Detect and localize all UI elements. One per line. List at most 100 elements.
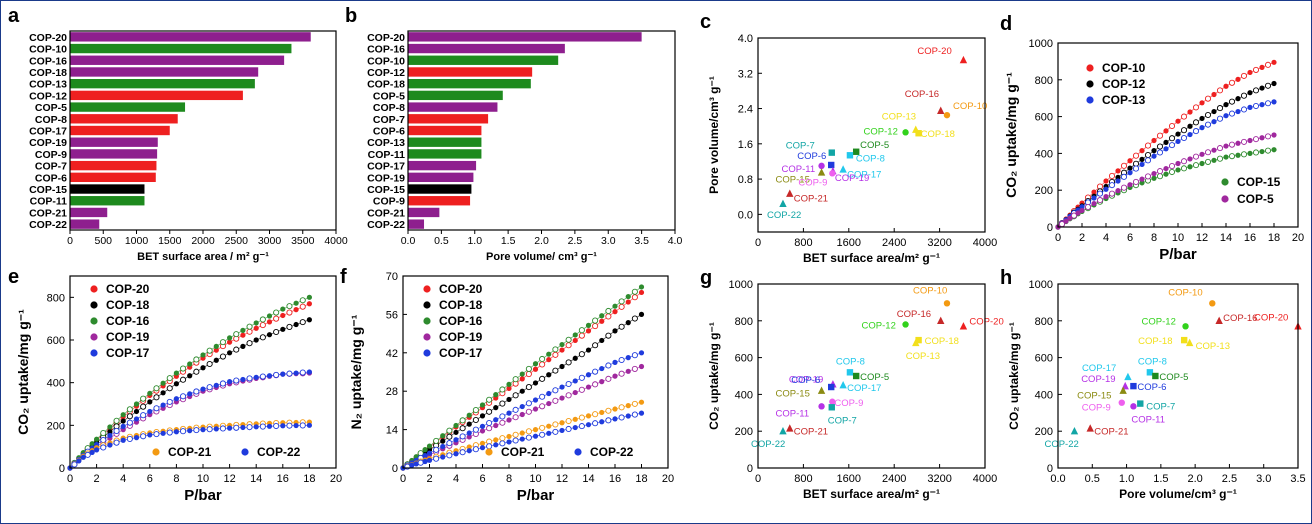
marker-COP-17 [253, 374, 259, 380]
marker-COP-5 [1144, 173, 1152, 180]
marker-COP-16 [512, 376, 519, 383]
marker-COP-16 [227, 335, 233, 341]
marker-COP-15 [1223, 154, 1229, 160]
marker-COP-10 [1247, 69, 1253, 76]
marker-COP-19 [565, 392, 572, 399]
marker-COP-10 [1235, 76, 1241, 82]
marker-COP-22 [179, 428, 187, 435]
category-label: COP-16 [29, 55, 67, 67]
x-tick-label: 1600 [837, 473, 861, 485]
marker-COP-17 [179, 393, 187, 400]
marker-COP-22 [539, 431, 546, 438]
marker-COP-20 [213, 347, 219, 353]
point-label-COP-19: COP-19 [1081, 374, 1115, 385]
marker-COP-16 [160, 380, 166, 386]
marker-COP-16 [499, 386, 506, 393]
marker-COP-21 [592, 411, 599, 418]
point-COP-22 [779, 427, 787, 435]
marker-COP-17 [525, 400, 532, 407]
marker-COP-16 [173, 370, 179, 376]
category-label: COP-11 [368, 149, 406, 161]
marker-COP-18 [631, 315, 638, 322]
point-label-COP-21: COP-21 [1094, 426, 1128, 437]
marker-COP-19 [638, 363, 645, 370]
marker-COP-16 [539, 355, 546, 363]
marker-COP-5 [1108, 190, 1116, 197]
marker-COP-12 [1192, 119, 1200, 126]
y-tick-label: 200 [735, 426, 753, 438]
marker-COP-22 [266, 423, 273, 429]
marker-COP-18 [233, 346, 240, 353]
bar-COP-10 [70, 43, 292, 54]
x-tick-label: 20 [1292, 232, 1304, 244]
marker-COP-20 [638, 289, 645, 296]
point-label-COP-20: COP-20 [1254, 312, 1288, 323]
marker-COP-19 [466, 434, 472, 440]
marker-COP-16 [459, 417, 466, 424]
marker-COP-21 [559, 420, 565, 426]
marker-COP-13 [1223, 113, 1229, 119]
marker-COP-21 [506, 433, 512, 440]
marker-COP-22 [413, 461, 419, 467]
marker-COP-22 [618, 414, 625, 421]
marker-COP-18 [546, 372, 552, 378]
marker-COP-10 [1216, 87, 1224, 94]
marker-COP-22 [306, 422, 312, 428]
marker-COP-16 [559, 341, 565, 348]
marker-COP-16 [506, 381, 512, 387]
panel-d-frame [1057, 42, 1299, 228]
marker-COP-15 [1216, 155, 1224, 162]
x-tick-label: 0 [67, 235, 73, 247]
x-tick-label: 2.0 [534, 235, 549, 247]
marker-COP-5 [1235, 140, 1241, 146]
marker-COP-13 [1187, 131, 1193, 138]
marker-COP-5 [1151, 171, 1157, 177]
marker-COP-17 [433, 446, 440, 453]
legend-marker-COP-5 [1221, 195, 1229, 203]
y-tick-label: 0.8 [738, 174, 753, 186]
marker-COP-15 [1211, 157, 1217, 163]
marker-COP-17 [193, 388, 200, 395]
point-COP-6 [828, 161, 835, 169]
point-COP-21 [786, 189, 794, 197]
point-COP-8 [846, 152, 854, 159]
marker-COP-16 [259, 316, 266, 323]
marker-COP-22 [512, 437, 519, 444]
legend-marker-COP-10 [1086, 64, 1094, 72]
marker-COP-19 [585, 384, 592, 390]
marker-COP-12 [1252, 87, 1260, 94]
x-tick-label: 0 [67, 473, 73, 485]
marker-COP-12 [1151, 148, 1157, 154]
marker-COP-22 [638, 410, 645, 416]
marker-COP-22 [113, 439, 120, 446]
legend-marker-COP-19 [423, 333, 431, 341]
marker-COP-20 [525, 371, 532, 378]
x-tick-label: 2 [426, 473, 432, 485]
marker-COP-16 [466, 412, 472, 418]
bar-COP-22 [70, 219, 100, 229]
marker-COP-17 [585, 372, 592, 378]
marker-COP-22 [84, 451, 91, 458]
marker-COP-5 [1079, 207, 1085, 214]
y-tick-label: 4.0 [738, 33, 753, 45]
marker-COP-18 [193, 368, 200, 375]
point-label-COP-20: COP-20 [917, 46, 951, 57]
marker-COP-18 [453, 429, 459, 435]
point-label-COP-6: COP-6 [791, 375, 820, 386]
marker-COP-22 [280, 423, 286, 429]
point-COP-13 [1185, 338, 1194, 347]
point-label-COP-6: COP-6 [1137, 382, 1166, 393]
marker-COP-22 [107, 442, 113, 448]
y-tick-label: 1000 [1029, 279, 1053, 291]
x-tick-label: 4000 [324, 235, 348, 247]
marker-COP-10 [1259, 64, 1265, 70]
marker-COP-15 [1240, 151, 1248, 158]
marker-COP-5 [1228, 141, 1236, 148]
marker-COP-5 [1132, 178, 1140, 185]
y-tick-label: 800 [47, 292, 65, 304]
marker-COP-18 [266, 332, 273, 338]
y-tick-label: 0 [1047, 463, 1053, 475]
marker-COP-12 [1139, 156, 1145, 162]
marker-COP-10 [1163, 128, 1169, 134]
point-COP-10 [943, 300, 951, 307]
